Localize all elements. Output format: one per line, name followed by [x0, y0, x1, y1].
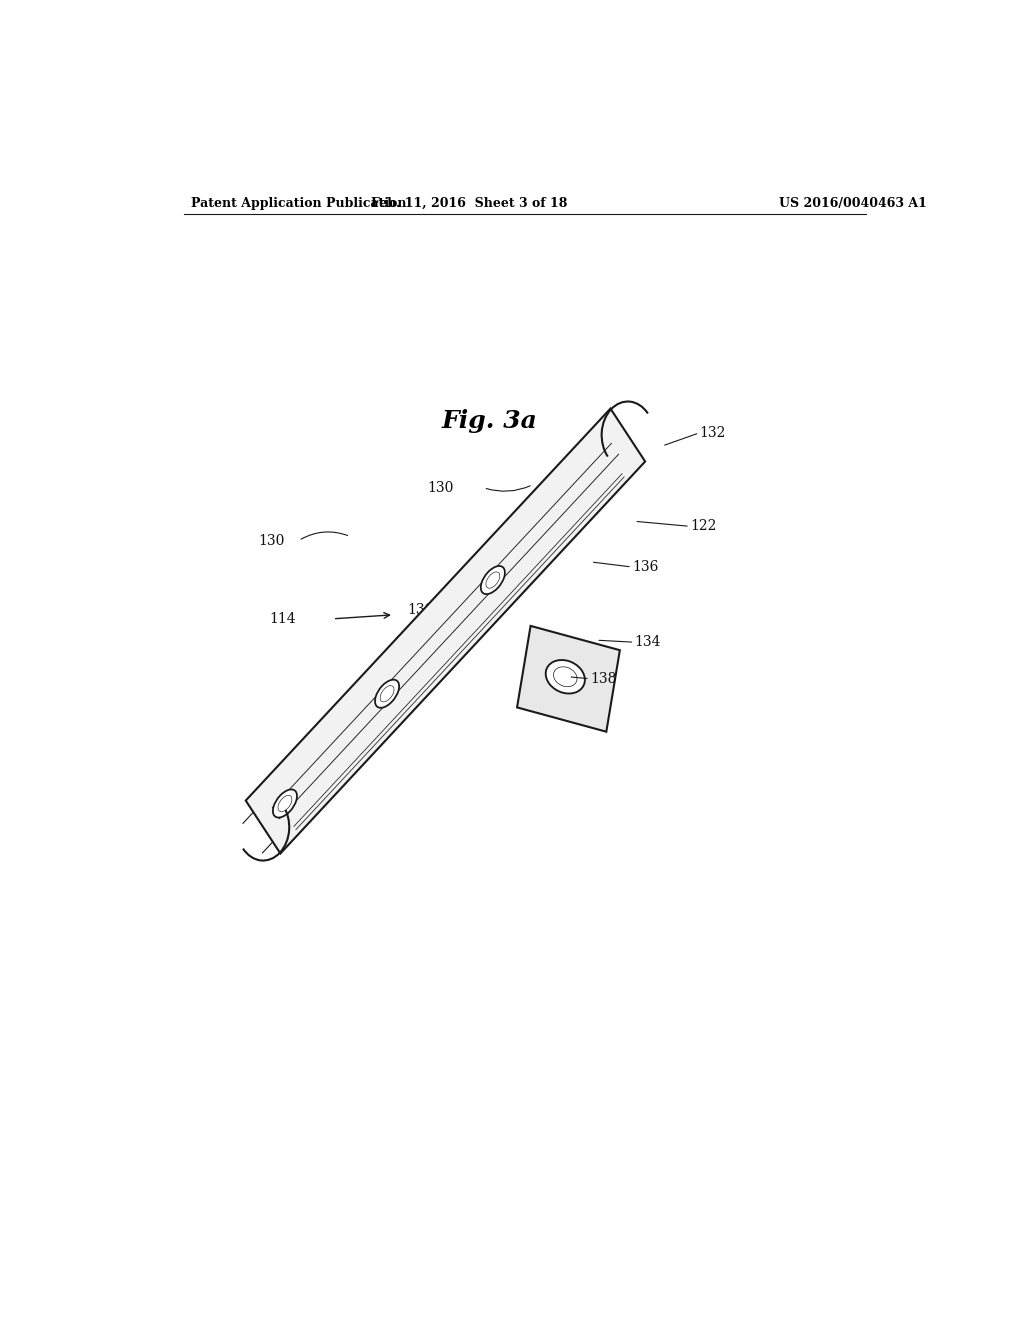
Text: 132: 132	[699, 426, 726, 440]
Text: US 2016/0040463 A1: US 2016/0040463 A1	[778, 197, 927, 210]
Text: 136: 136	[632, 560, 658, 574]
Ellipse shape	[481, 566, 505, 594]
Ellipse shape	[554, 667, 577, 686]
Ellipse shape	[375, 680, 399, 708]
Text: Patent Application Publication: Patent Application Publication	[191, 197, 407, 210]
Ellipse shape	[546, 660, 585, 693]
Text: Fig. 3a: Fig. 3a	[441, 409, 537, 433]
Text: 134: 134	[634, 635, 660, 649]
Text: 130: 130	[427, 480, 454, 495]
Ellipse shape	[278, 796, 292, 812]
Text: 138: 138	[590, 672, 616, 686]
Ellipse shape	[272, 789, 297, 817]
Text: 130: 130	[258, 533, 285, 548]
Ellipse shape	[380, 685, 394, 702]
Text: 130: 130	[408, 603, 433, 616]
Polygon shape	[517, 626, 620, 731]
Text: 114: 114	[269, 612, 296, 626]
Polygon shape	[246, 409, 645, 854]
Text: Feb. 11, 2016  Sheet 3 of 18: Feb. 11, 2016 Sheet 3 of 18	[371, 197, 567, 210]
Ellipse shape	[486, 572, 500, 589]
Text: 122: 122	[690, 519, 716, 533]
